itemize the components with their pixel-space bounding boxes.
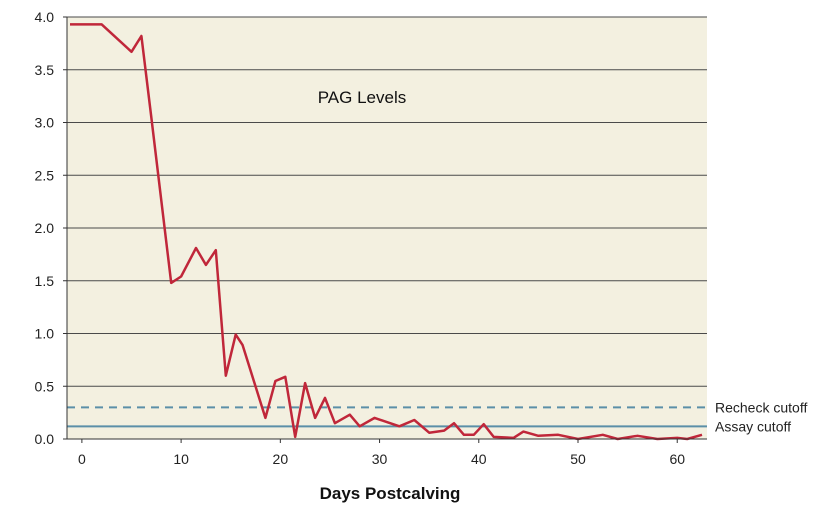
y-tick-label: 1.5 xyxy=(35,273,55,289)
x-tick-label: 60 xyxy=(669,451,685,467)
axes: 0.0 0.5 1.0 1.5 2.0 2.5 3.0 3.5 4.0 0 10 20 30 40 50 60 xyxy=(35,9,707,467)
y-tick-label: 0.0 xyxy=(35,431,55,447)
reference-lines: Recheck cutoff Assay cutoff xyxy=(67,399,807,434)
reference-line-label: Recheck cutoff xyxy=(715,399,807,415)
x-tick-label: 20 xyxy=(273,451,289,467)
x-tick-label: 50 xyxy=(570,451,586,467)
x-tick-label: 10 xyxy=(173,451,189,467)
y-tick-label: 3.5 xyxy=(35,62,55,78)
reference-line-label: Assay cutoff xyxy=(715,418,791,434)
y-tick-label: 2.0 xyxy=(35,220,55,236)
x-tick-label: 30 xyxy=(372,451,388,467)
y-tick-label: 3.0 xyxy=(35,115,55,131)
series-line xyxy=(70,23,703,441)
y-tick-label: 2.5 xyxy=(35,167,55,183)
y-tick-label: 0.5 xyxy=(35,378,55,394)
y-tick-label: 4.0 xyxy=(35,9,55,25)
y-tick-label: 1.0 xyxy=(35,326,55,342)
x-axis-label: Days Postcalving xyxy=(320,484,461,503)
x-tick-label: 0 xyxy=(78,451,86,467)
x-tick-label: 40 xyxy=(471,451,487,467)
series-layer xyxy=(70,23,703,441)
chart-title: PAG Levels xyxy=(318,88,407,107)
